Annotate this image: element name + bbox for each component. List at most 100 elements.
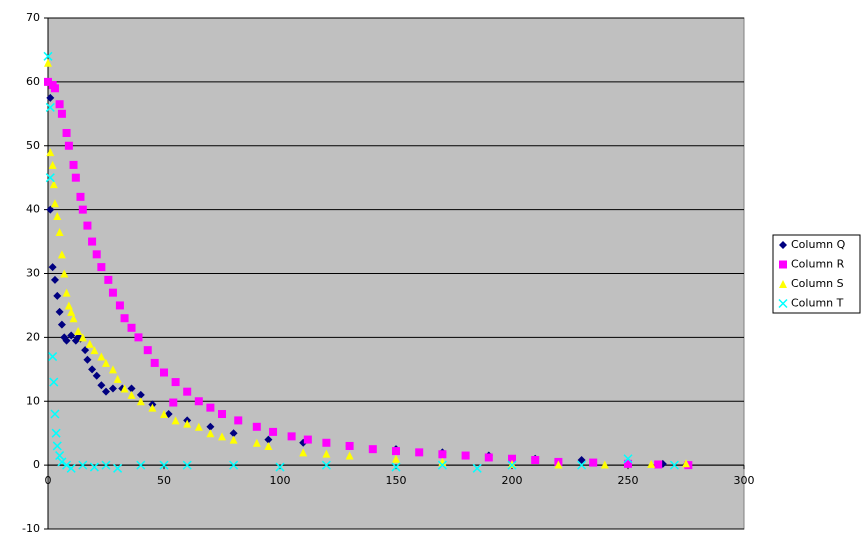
point: [71, 173, 80, 182]
point: [78, 460, 88, 470]
point: [67, 331, 76, 340]
point: [391, 462, 401, 472]
point: [55, 100, 64, 109]
point: [206, 422, 215, 431]
point: [102, 387, 110, 396]
point: [136, 397, 145, 406]
point: [368, 445, 377, 454]
point: [136, 390, 145, 399]
point: [88, 365, 97, 374]
point: [92, 250, 101, 259]
point: [624, 459, 632, 468]
point: [44, 77, 52, 86]
point: [206, 403, 215, 412]
point: [183, 387, 192, 396]
point: [97, 263, 106, 272]
point: [115, 301, 124, 310]
point: [127, 390, 136, 399]
y-tick-label: 70: [26, 11, 40, 24]
point: [322, 438, 331, 447]
point: [229, 460, 239, 470]
point: [51, 428, 61, 438]
point: [89, 462, 99, 472]
point: [287, 432, 296, 441]
point: [113, 374, 122, 383]
point: [74, 326, 83, 335]
point: [57, 320, 66, 329]
point: [299, 448, 308, 457]
point: [171, 378, 180, 387]
point: [159, 460, 169, 470]
legend-marker: [779, 280, 787, 288]
x-tick-label: 250: [618, 474, 639, 487]
point: [150, 358, 159, 367]
point: [234, 416, 243, 425]
y-tick-label: 40: [26, 203, 40, 216]
point: [182, 460, 192, 470]
x-tick-label: 50: [157, 474, 171, 487]
point: [194, 422, 203, 431]
point: [46, 205, 55, 214]
point: [160, 368, 168, 377]
point: [264, 441, 273, 450]
point: [113, 463, 123, 473]
point: [78, 333, 87, 342]
point: [85, 339, 94, 348]
point: [438, 450, 447, 459]
point: [127, 323, 136, 332]
y-tick-label: 30: [26, 267, 40, 280]
y-tick-label: 60: [26, 75, 40, 88]
point: [206, 429, 215, 438]
legend-marker: [779, 241, 787, 249]
point: [81, 346, 90, 355]
point: [50, 409, 60, 419]
x-tick-label: 100: [270, 474, 291, 487]
point: [62, 460, 72, 470]
point: [600, 460, 609, 469]
point: [49, 377, 59, 387]
legend-label: Column Q: [791, 238, 846, 251]
point: [134, 333, 143, 342]
point: [57, 457, 67, 467]
point: [120, 384, 129, 393]
legend-marker: [778, 298, 788, 309]
point: [46, 148, 55, 157]
point: [218, 432, 226, 441]
point: [66, 463, 76, 473]
point: [654, 460, 663, 469]
point: [49, 180, 58, 189]
point: [647, 459, 656, 468]
point: [589, 458, 598, 467]
point: [392, 454, 400, 463]
x-tick-label: 300: [734, 474, 755, 487]
point: [392, 447, 400, 456]
point: [577, 456, 586, 465]
point: [229, 429, 238, 438]
point: [345, 451, 354, 460]
point: [104, 275, 113, 284]
point: [60, 269, 69, 278]
point: [303, 435, 312, 444]
point: [64, 141, 73, 150]
point: [46, 93, 55, 102]
point: [50, 84, 59, 93]
point: [90, 346, 99, 355]
point: [57, 109, 66, 118]
point: [52, 441, 62, 451]
point: [120, 314, 129, 323]
point: [484, 453, 493, 462]
point: [252, 438, 261, 447]
point: [50, 199, 59, 208]
point: [43, 51, 53, 61]
x-tick-label: 200: [502, 474, 523, 487]
point: [92, 371, 101, 380]
point: [171, 416, 180, 425]
point: [127, 384, 136, 393]
y-tick-label: 20: [26, 330, 40, 343]
y-tick-label: 0: [33, 458, 40, 471]
point: [531, 456, 540, 465]
point: [83, 355, 92, 364]
point: [67, 307, 76, 316]
point: [53, 291, 62, 300]
